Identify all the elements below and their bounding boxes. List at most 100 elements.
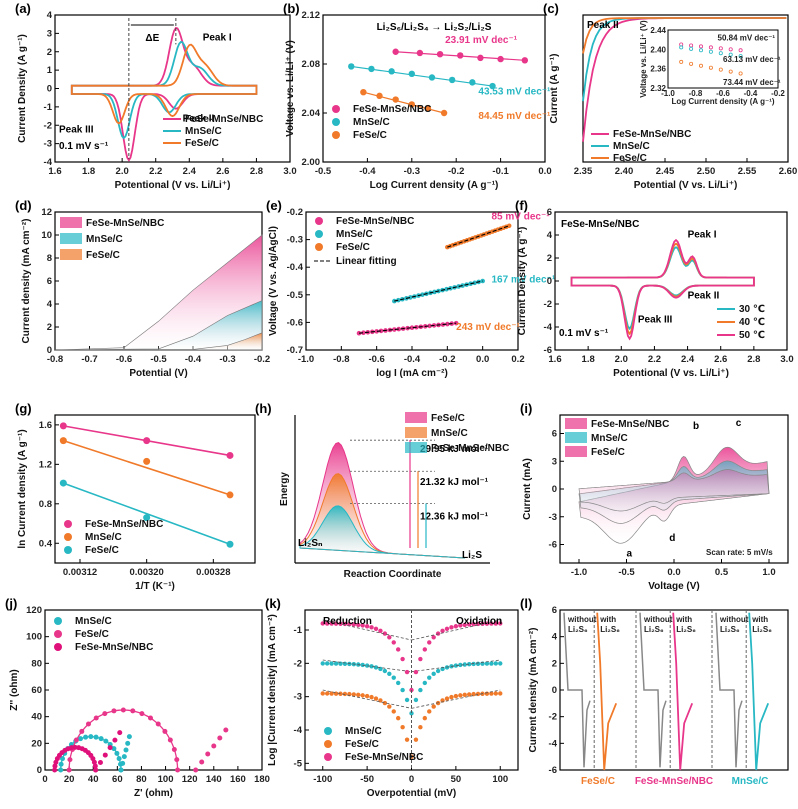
- inset-point: [699, 44, 704, 49]
- legend-swatch: [405, 412, 427, 423]
- tafel-point: [466, 622, 472, 627]
- y-tick-label: 100: [26, 632, 42, 643]
- species-tag: Li₂S₆: [600, 625, 620, 634]
- data-point: [448, 76, 456, 84]
- tafel-point: [320, 661, 325, 666]
- y-tick-label: 4: [547, 230, 553, 241]
- tafel-point: [387, 704, 392, 709]
- tafel-point: [391, 640, 396, 645]
- legend-entry: MnSe/C: [85, 532, 122, 543]
- tafel-point: [418, 656, 423, 662]
- x-tick-label: 20: [64, 774, 75, 785]
- y-axis-label: ln Current density (A g⁻¹): [17, 429, 28, 548]
- plot-frame: [322, 14, 546, 163]
- y-tick-label: -0.3: [287, 235, 303, 246]
- peak-i-label: Peak I: [688, 229, 717, 240]
- li2s6-curve: [748, 612, 770, 771]
- reduction-label: Reduction: [323, 616, 372, 627]
- inset-point: [708, 49, 713, 54]
- energy-barrier: [299, 505, 466, 559]
- inset-point: [728, 52, 733, 57]
- inset-point: [738, 71, 743, 76]
- x-tick-label: -0.3: [219, 354, 235, 365]
- species-tag: Li₂S₆: [752, 625, 772, 634]
- x-tick-label: -0.5: [315, 166, 332, 177]
- legend-marker: [64, 533, 72, 541]
- fit-line: [351, 65, 493, 87]
- tafel-point: [458, 693, 463, 698]
- extrapolation-line: [322, 689, 412, 709]
- cv-area: [578, 469, 770, 512]
- panel-label: (b): [283, 1, 300, 16]
- y-tick-label: 2: [47, 322, 52, 333]
- data-point: [440, 109, 448, 117]
- y-tick-label: 2.04: [302, 108, 321, 119]
- tafel-point: [431, 635, 436, 640]
- li2s6-curve: [672, 612, 694, 771]
- data-point: [424, 104, 432, 112]
- tafel-point: [378, 666, 383, 672]
- inset-x-tick-label: -0.6: [716, 89, 730, 98]
- panel-k: (k) -100 -50 0 50 100 -5 -4 -3 -2 -1 Overpotential …: [265, 596, 519, 799]
- x-tick-label: 2.4: [681, 354, 695, 365]
- x-tick-label: 100: [158, 774, 174, 785]
- y-tick-label: 4: [47, 10, 53, 21]
- inset-slope-label: 63.13 mV dec⁻¹: [723, 55, 781, 64]
- legend-entry: FeSe-MnSe/NBC: [345, 752, 423, 763]
- y-tick-label: 120: [26, 605, 42, 616]
- tafel-point: [489, 661, 494, 666]
- x-tick-label: -0.4: [185, 354, 202, 365]
- tafel-point: [364, 624, 370, 629]
- with-tag: with: [675, 615, 692, 624]
- tafel-point: [320, 691, 325, 696]
- x-tick-label: 0.2: [511, 354, 524, 365]
- x-axis-label: Z' (ohm): [134, 788, 173, 799]
- peak-ii-label: Peak II: [688, 290, 720, 301]
- with-tag: with: [751, 615, 768, 624]
- tafel-point: [404, 697, 410, 703]
- tafel-point: [324, 621, 330, 626]
- tafel-point: [382, 700, 388, 706]
- x-axis-label: 1/T (K⁻¹): [135, 581, 175, 592]
- y-tick-label: -1: [294, 625, 303, 636]
- y-tick-label: -3: [549, 512, 557, 523]
- tafel-point: [391, 709, 396, 714]
- tafel-point: [373, 665, 379, 670]
- legend-swatch: [405, 427, 427, 438]
- legend-entry: MnSe/C: [431, 428, 468, 439]
- tafel-point: [333, 661, 339, 666]
- x-tick-label: -1.0: [571, 567, 587, 578]
- x-tick-label: 0.00328: [196, 567, 230, 578]
- x-tick-label: -0.6: [368, 354, 384, 365]
- x-axis-label: Potential (V vs. Li/Li⁺): [634, 180, 738, 191]
- peak-ii-label: Peak II: [587, 20, 619, 31]
- y-tick-label: 1.6: [39, 420, 52, 431]
- panel-h: (h) Reaction Coordinate Energy 29.95 kJ mol…: [255, 401, 509, 580]
- nyquist-fit: [60, 736, 122, 771]
- x-tick-label: 2.8: [747, 354, 760, 365]
- tafel-point: [453, 693, 459, 699]
- x-tick-label: -0.8: [47, 354, 63, 365]
- legend-entry: FeSe/C: [75, 629, 109, 640]
- tafel-point: [382, 631, 388, 636]
- y-tick-label: 2: [47, 47, 52, 58]
- data-point: [392, 96, 399, 103]
- tafel-point: [395, 715, 401, 721]
- panel-b: (b) -0.5 -0.4 -0.3 -0.2 -0.1 0.0 2.00 2.04 2.08 2.…: [283, 1, 552, 191]
- legend-entry: 40 ℃: [739, 317, 765, 328]
- panel-a: (a) 1.6 1.8 2.0 2.2 2.4 2.6 2.8 3.0 -4 -3 -2 -1 0 1 2 3 4…: [15, 1, 297, 191]
- cv-curve: [570, 238, 755, 341]
- group-label: FeSe/C: [581, 776, 615, 787]
- x-axis-label: Potentional (V vs. Li/Li⁺): [115, 180, 231, 191]
- tafel-point: [427, 323, 432, 329]
- linear-fit-line: [358, 322, 457, 334]
- legend-marker: [315, 230, 323, 238]
- inset-point: [689, 46, 694, 51]
- tafel-point: [387, 635, 392, 640]
- panel-label: (f): [515, 198, 528, 213]
- legend-entry: 50 ℃: [739, 330, 765, 341]
- tafel-point: [462, 692, 467, 698]
- tafel-point: [445, 321, 450, 327]
- x-axis-label: Reaction Coordinate: [344, 569, 442, 580]
- y-tick-label: 2.12: [302, 10, 321, 21]
